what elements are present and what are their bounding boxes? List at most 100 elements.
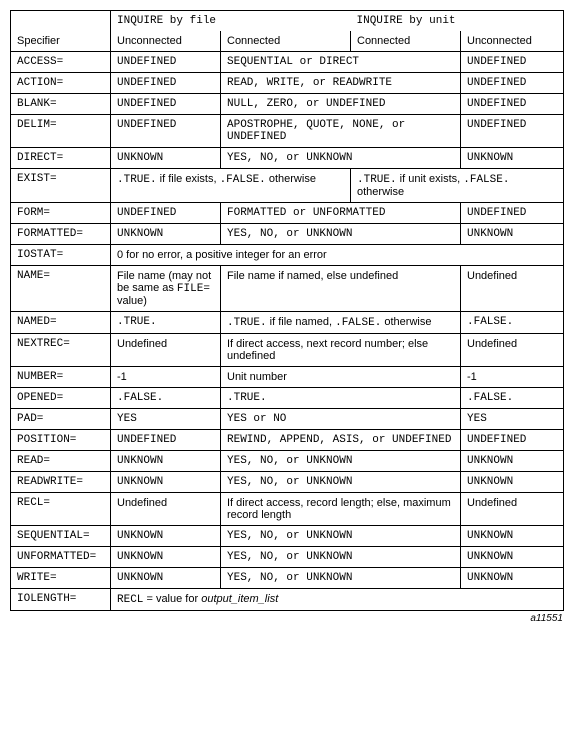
cell: YES: [111, 409, 221, 430]
header-row-1: INQUIRE by file INQUIRE by unit: [11, 11, 564, 32]
spec-pad: PAD=: [11, 409, 111, 430]
row-access: ACCESS= UNDEFINED SEQUENTIAL or DIRECT U…: [11, 52, 564, 73]
cell: UNKNOWN: [111, 224, 221, 245]
cell: -1: [111, 367, 221, 388]
spec-action: ACTION=: [11, 73, 111, 94]
row-iostat: IOSTAT= 0 for no error, a positive integ…: [11, 245, 564, 266]
header-by-unit: INQUIRE by unit: [351, 11, 564, 32]
cell: UNDEFINED: [111, 94, 221, 115]
spec-name: NAME=: [11, 266, 111, 312]
spec-blank: BLANK=: [11, 94, 111, 115]
row-write: WRITE= UNKNOWN YES, NO, or UNKNOWN UNKNO…: [11, 568, 564, 589]
cell: RECL = value for output_item_list: [111, 589, 564, 611]
cell: UNKNOWN: [461, 547, 564, 568]
row-action: ACTION= UNDEFINED READ, WRITE, or READWR…: [11, 73, 564, 94]
cell: YES, NO, or UNKNOWN: [221, 224, 461, 245]
spec-exist: EXIST=: [11, 169, 111, 203]
cell: .FALSE.: [461, 312, 564, 334]
cell: YES or NO: [221, 409, 461, 430]
cell: YES, NO, or UNKNOWN: [221, 148, 461, 169]
row-opened: OPENED= .FALSE. .TRUE. .FALSE.: [11, 388, 564, 409]
cell: .TRUE.: [221, 388, 461, 409]
cell: Undefined: [461, 493, 564, 526]
cell: .FALSE.: [111, 388, 221, 409]
spec-read: READ=: [11, 451, 111, 472]
cell: -1: [461, 367, 564, 388]
spec-position: POSITION=: [11, 430, 111, 451]
cell: UNKNOWN: [461, 526, 564, 547]
cell: UNDEFINED: [461, 73, 564, 94]
cell: UNKNOWN: [111, 451, 221, 472]
row-delim: DELIM= UNDEFINED APOSTROPHE, QUOTE, NONE…: [11, 115, 564, 148]
txt: if file exists,: [157, 173, 220, 185]
spec-recl: RECL=: [11, 493, 111, 526]
cell: UNKNOWN: [111, 472, 221, 493]
header-connected-unit: Connected: [351, 31, 461, 52]
row-direct: DIRECT= UNKNOWN YES, NO, or UNKNOWN UNKN…: [11, 148, 564, 169]
spec-delim: DELIM=: [11, 115, 111, 148]
spec-write: WRITE=: [11, 568, 111, 589]
cell: UNDEFINED: [461, 94, 564, 115]
cell: UNKNOWN: [111, 526, 221, 547]
cell: UNKNOWN: [111, 568, 221, 589]
cell: UNKNOWN: [461, 472, 564, 493]
cell: UNKNOWN: [111, 547, 221, 568]
row-named: NAMED= .TRUE. .TRUE. if file named, .FAL…: [11, 312, 564, 334]
cell: UNKNOWN: [111, 148, 221, 169]
val: .TRUE.: [117, 174, 157, 186]
spec-number: NUMBER=: [11, 367, 111, 388]
val: .TRUE.: [227, 317, 267, 329]
row-recl: RECL= Undefined If direct access, record…: [11, 493, 564, 526]
cell: UNDEFINED: [111, 73, 221, 94]
spec-readwrite: READWRITE=: [11, 472, 111, 493]
header-unconnected-unit: Unconnected: [461, 31, 564, 52]
row-nextrec: NEXTREC= Undefined If direct access, nex…: [11, 334, 564, 367]
row-iolength: IOLENGTH= RECL = value for output_item_l…: [11, 589, 564, 611]
inquire-values-table: INQUIRE by file INQUIRE by unit Specifie…: [10, 10, 564, 611]
spec-formatted: FORMATTED=: [11, 224, 111, 245]
cell: File name if named, else undefined: [221, 266, 461, 312]
header-specifier: Specifier: [11, 31, 111, 52]
header-row-2: Specifier Unconnected Connected Connecte…: [11, 31, 564, 52]
row-name: NAME= File name (may not be same as FILE…: [11, 266, 564, 312]
cell: UNDEFINED: [461, 203, 564, 224]
header-unconnected-file: Unconnected: [111, 31, 221, 52]
cell: .TRUE.: [111, 312, 221, 334]
row-form: FORM= UNDEFINED FORMATTED or UNFORMATTED…: [11, 203, 564, 224]
cell: Undefined: [461, 266, 564, 312]
row-readwrite: READWRITE= UNKNOWN YES, NO, or UNKNOWN U…: [11, 472, 564, 493]
cell: Undefined: [111, 493, 221, 526]
spec-form: FORM=: [11, 203, 111, 224]
figure-id: a11551: [10, 613, 563, 624]
txt: otherwise: [357, 186, 404, 198]
val: .TRUE.: [357, 174, 397, 186]
spec-iolength: IOLENGTH=: [11, 589, 111, 611]
val: RECL: [117, 594, 143, 606]
row-position: POSITION= UNDEFINED REWIND, APPEND, ASIS…: [11, 430, 564, 451]
cell: File name (may not be same as FILE= valu…: [111, 266, 221, 312]
spec-named: NAMED=: [11, 312, 111, 334]
cell: YES, NO, or UNKNOWN: [221, 526, 461, 547]
cell: REWIND, APPEND, ASIS, or UNDEFINED: [221, 430, 461, 451]
cell: YES, NO, or UNKNOWN: [221, 451, 461, 472]
cell: UNDEFINED: [111, 52, 221, 73]
cell: UNKNOWN: [461, 224, 564, 245]
txt: otherwise: [266, 173, 316, 185]
row-read: READ= UNKNOWN YES, NO, or UNKNOWN UNKNOW…: [11, 451, 564, 472]
val: .FALSE.: [220, 174, 266, 186]
cell: UNKNOWN: [461, 451, 564, 472]
val: FILE=: [177, 283, 210, 295]
spec-direct: DIRECT=: [11, 148, 111, 169]
cell: YES, NO, or UNKNOWN: [221, 568, 461, 589]
val: .FALSE.: [335, 317, 381, 329]
cell-exist-file: .TRUE. if file exists, .FALSE. otherwise: [111, 169, 351, 203]
cell: UNKNOWN: [461, 148, 564, 169]
cell: YES, NO, or UNKNOWN: [221, 547, 461, 568]
cell: Undefined: [461, 334, 564, 367]
val: output_item_list: [201, 593, 278, 605]
header-by-file: INQUIRE by file: [111, 11, 351, 32]
cell: UNDEFINED: [111, 430, 221, 451]
cell: Undefined: [111, 334, 221, 367]
row-pad: PAD= YES YES or NO YES: [11, 409, 564, 430]
cell: If direct access, next record number; el…: [221, 334, 461, 367]
